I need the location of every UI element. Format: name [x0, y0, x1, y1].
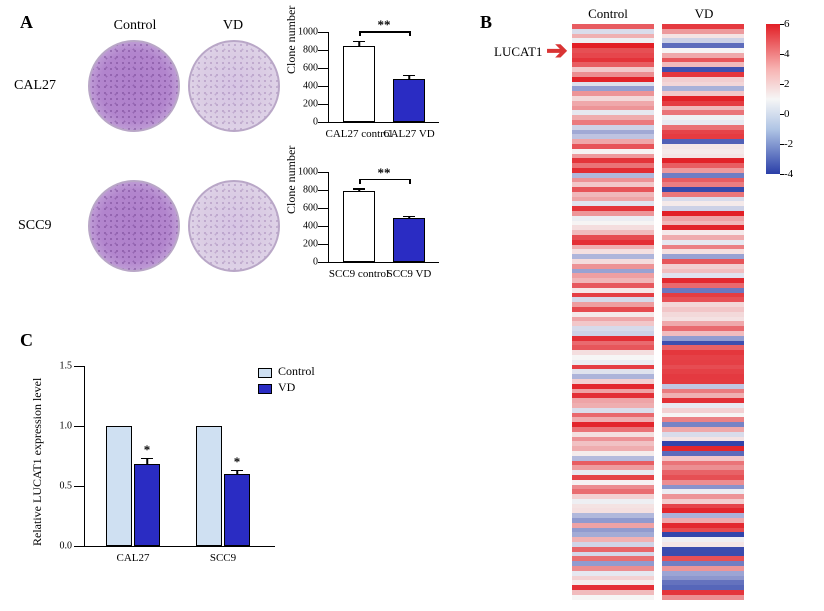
heatmap-col-vd	[662, 24, 744, 600]
bar	[343, 46, 375, 123]
ytick-label: 1000	[296, 27, 318, 38]
bar	[393, 79, 425, 122]
colorbar-tickline	[780, 84, 784, 85]
panel-c-ylabel: Relative LUCAT1 expression level	[30, 378, 45, 546]
ytick-label: 600	[296, 203, 318, 214]
barchart-scc9: Clone number SCC9 controlSCC9 VD** 02004…	[288, 164, 448, 294]
heatmap-col-control	[572, 24, 654, 600]
heatmap-cell	[572, 595, 654, 600]
heatmap-header-control: Control	[568, 6, 648, 22]
dish-cal27-control	[88, 40, 180, 132]
bar	[196, 426, 222, 546]
sig-drop	[409, 31, 411, 36]
colorbar-tick: 0	[784, 108, 790, 120]
ytick-label: 0	[296, 117, 318, 128]
colorbar-tick: -4	[784, 168, 793, 180]
legend-swatch-vd	[258, 384, 272, 394]
ytick	[74, 366, 84, 367]
colorbar-tick: -2	[784, 138, 793, 150]
ytick	[74, 486, 84, 487]
sig-stars: **	[378, 165, 391, 181]
error-cap	[353, 188, 365, 190]
ytick-label: 400	[296, 221, 318, 232]
dish-cal27-vd	[188, 40, 280, 132]
colorbar-tickline	[780, 114, 784, 115]
legend-swatch-control	[258, 368, 272, 378]
heatmap-colorbar: 6420-2-4	[766, 24, 780, 174]
ytick	[318, 226, 328, 227]
colorbar-tickline	[780, 24, 784, 25]
panel-a-col-control: Control	[90, 18, 180, 34]
ytick-label: 1000	[296, 167, 318, 178]
ytick	[318, 262, 328, 263]
group-label: SCC9	[188, 552, 258, 564]
ytick	[318, 122, 328, 123]
ytick-label: 1.0	[50, 421, 72, 432]
error-cap	[403, 75, 415, 77]
barchart-scc9-frame: SCC9 controlSCC9 VD**	[328, 172, 439, 263]
ytick	[318, 208, 328, 209]
ytick	[318, 68, 328, 69]
bar	[343, 191, 375, 262]
bar-xlabel: SCC9 VD	[374, 268, 444, 280]
ytick-label: 600	[296, 63, 318, 74]
heatmap-cell	[662, 595, 744, 600]
ytick-label: 1.5	[50, 361, 72, 372]
ytick-label: 0	[296, 257, 318, 268]
ytick-label: 400	[296, 81, 318, 92]
barchart-cal27: Clone number CAL27 controlCAL27 VD** 020…	[288, 24, 448, 154]
bar-xlabel: CAL27 VD	[374, 128, 444, 140]
bar	[224, 474, 250, 546]
panel-a-row-cal27: CAL27	[14, 78, 56, 94]
ytick-label: 800	[296, 45, 318, 56]
heatmap-arrow-icon: ➔	[546, 38, 568, 64]
bar	[393, 218, 425, 262]
panel-c-label: C	[20, 330, 33, 351]
panel-c-frame: **CAL27SCC9	[84, 366, 275, 547]
ytick-label: 800	[296, 185, 318, 196]
ytick-label: 200	[296, 99, 318, 110]
panel-a-label: A	[20, 12, 33, 33]
ytick-label: 0.5	[50, 481, 72, 492]
heatmap	[572, 24, 744, 600]
colorbar-tick: 4	[784, 48, 790, 60]
sig-drop	[409, 179, 411, 184]
ytick	[318, 50, 328, 51]
error-cap	[403, 216, 415, 218]
sig-drop	[359, 179, 361, 184]
colorbar-tick: 6	[784, 18, 790, 30]
ytick	[318, 86, 328, 87]
dish-scc9-control	[88, 180, 180, 272]
sig-stars: **	[378, 17, 391, 33]
panel-b-label: B	[480, 12, 492, 33]
sig-drop	[359, 31, 361, 36]
ytick	[318, 32, 328, 33]
error-cap	[353, 41, 365, 43]
sig-star: *	[144, 442, 151, 458]
heatmap-header-vd: VD	[664, 6, 744, 22]
panel-a-col-vd: VD	[188, 18, 278, 34]
colorbar-tick: 2	[784, 78, 790, 90]
sig-star: *	[234, 454, 241, 470]
ytick	[318, 104, 328, 105]
colorbar-tickline	[780, 54, 784, 55]
ytick	[318, 172, 328, 173]
ytick	[74, 546, 84, 547]
ytick-label: 0.0	[50, 541, 72, 552]
panel-a-row-scc9: SCC9	[18, 218, 51, 234]
ytick	[318, 244, 328, 245]
ytick	[74, 426, 84, 427]
legend-label-control: Control	[278, 364, 315, 379]
legend-label-vd: VD	[278, 380, 295, 395]
barchart-cal27-frame: CAL27 controlCAL27 VD**	[328, 32, 439, 123]
bar	[106, 426, 132, 546]
ytick-label: 200	[296, 239, 318, 250]
ytick	[318, 190, 328, 191]
colorbar-tickline	[780, 174, 784, 175]
bar	[134, 464, 160, 546]
heatmap-pointer-label: LUCAT1	[494, 44, 542, 60]
dish-scc9-vd	[188, 180, 280, 272]
colorbar-tickline	[780, 144, 784, 145]
group-label: CAL27	[98, 552, 168, 564]
